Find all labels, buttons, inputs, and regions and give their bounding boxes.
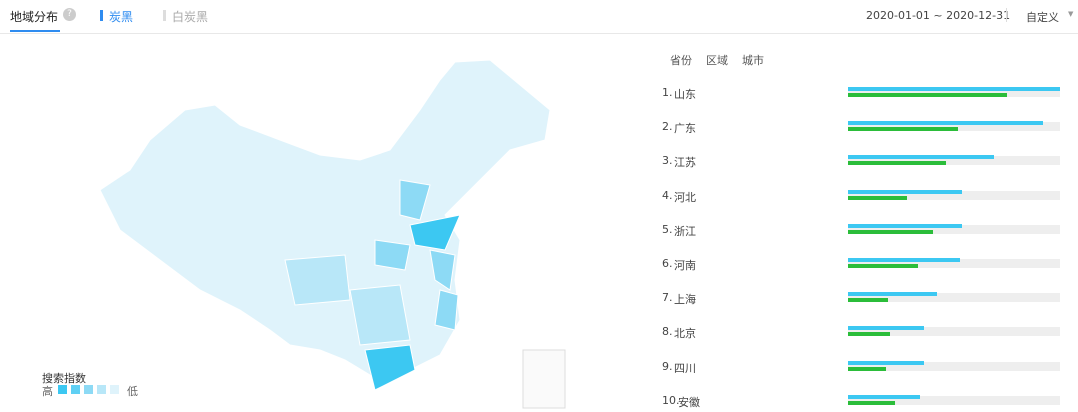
bar-green xyxy=(848,366,887,371)
province-name: 北京 xyxy=(674,327,696,341)
bar-track xyxy=(848,293,1060,303)
legend-swatch xyxy=(97,385,106,394)
province-name: 江苏 xyxy=(674,156,696,170)
bar-blue xyxy=(848,87,1060,91)
tab-marker xyxy=(100,10,103,21)
bar-green xyxy=(848,195,908,200)
rank: 6. xyxy=(662,257,673,270)
rank: 4. xyxy=(662,188,673,202)
bar-track xyxy=(848,327,1060,337)
legend-swatch xyxy=(71,385,80,394)
rank: 3. xyxy=(662,154,673,168)
tab[interactable]: 白炭黑 xyxy=(172,10,209,24)
help-icon[interactable]: ? xyxy=(63,8,76,21)
bar-track xyxy=(848,88,1060,97)
rank: 8. xyxy=(662,325,673,339)
province xyxy=(409,214,461,251)
bar-green xyxy=(848,298,889,303)
legend-swatch xyxy=(58,385,67,394)
bar-blue xyxy=(848,155,995,160)
bar-track xyxy=(848,190,1060,200)
bar-blue xyxy=(848,121,1044,126)
province-name: 浙江 xyxy=(674,224,696,238)
bar-green xyxy=(848,400,895,405)
divider xyxy=(0,33,1078,34)
rank: 7. xyxy=(662,291,673,305)
bar-track xyxy=(848,224,1060,234)
province-name: 山东 xyxy=(674,88,696,101)
date-range[interactable]: 2020-01-01 ~ 2020-12-31 xyxy=(866,9,1011,22)
rank: 5. xyxy=(662,222,673,236)
legend-swatch xyxy=(110,385,119,394)
dropdown-arrow: ▼ xyxy=(1068,10,1074,18)
inset-box xyxy=(522,349,566,409)
province-name: 上海 xyxy=(674,293,696,307)
legend-low: 低 xyxy=(127,385,138,398)
bar-blue xyxy=(848,189,963,194)
rank: 1. xyxy=(662,86,673,99)
province-name: 河北 xyxy=(674,190,696,204)
bar-green xyxy=(848,332,891,337)
bar-track xyxy=(848,156,1060,166)
legend-high: 高 xyxy=(42,385,53,398)
bar-green xyxy=(848,264,918,268)
province xyxy=(429,249,456,291)
separator xyxy=(1006,8,1007,22)
tab-marker xyxy=(163,10,166,21)
sub-tab[interactable]: 省份 xyxy=(670,54,692,67)
bar-blue xyxy=(848,223,963,228)
bar-blue xyxy=(848,394,921,399)
bar-track xyxy=(848,361,1060,371)
sub-tab[interactable]: 区域 xyxy=(706,54,728,67)
province-name: 安徽 xyxy=(678,395,700,409)
active-underline xyxy=(10,30,60,32)
bar-blue xyxy=(848,326,925,331)
province-name: 河南 xyxy=(674,259,696,272)
china-map xyxy=(99,59,566,409)
province xyxy=(399,179,431,221)
province xyxy=(364,344,416,391)
custom-dropdown[interactable]: 自定义 xyxy=(1026,11,1059,24)
province xyxy=(434,289,459,331)
section-title: 地域分布 xyxy=(10,10,59,24)
bar-blue xyxy=(848,360,925,365)
legend-title: 搜索指数 xyxy=(42,372,86,385)
bar-green xyxy=(848,127,959,132)
bar-green xyxy=(848,229,933,234)
province xyxy=(374,239,411,271)
rank: 10. xyxy=(662,393,680,407)
legend-swatch xyxy=(84,385,93,394)
bar-blue xyxy=(848,292,938,297)
bar-green xyxy=(848,93,1007,97)
bar-track xyxy=(848,395,1060,405)
bar-track xyxy=(848,122,1060,132)
province xyxy=(284,254,351,306)
bar-blue xyxy=(848,258,961,262)
country xyxy=(99,59,551,386)
sub-tab[interactable]: 城市 xyxy=(742,54,764,67)
province-name: 四川 xyxy=(674,361,696,375)
tab[interactable]: 炭黑 xyxy=(109,10,134,24)
bar-green xyxy=(848,161,946,166)
bar-track xyxy=(848,259,1060,268)
province xyxy=(349,284,411,346)
rank: 9. xyxy=(662,359,673,373)
province-name: 广东 xyxy=(674,122,696,136)
rank: 2. xyxy=(662,120,673,134)
